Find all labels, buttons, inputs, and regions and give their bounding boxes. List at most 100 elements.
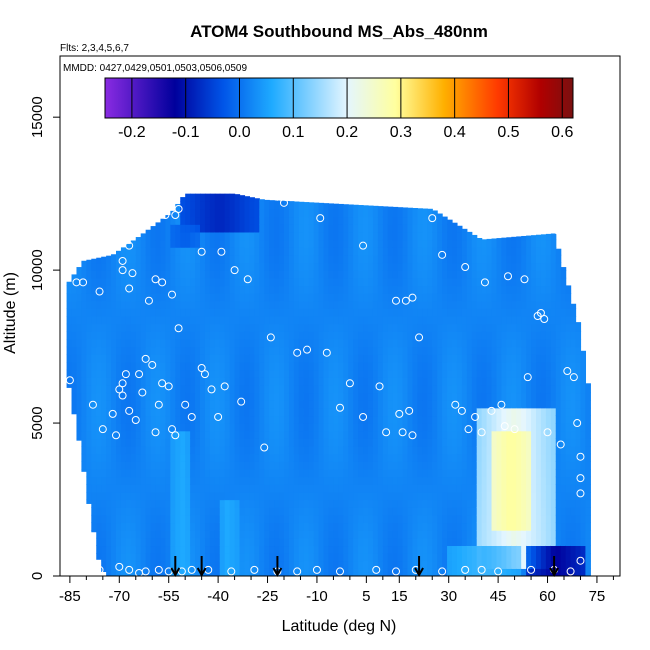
heatmap-cell bbox=[120, 545, 127, 554]
heatmap-cell bbox=[298, 270, 305, 279]
heatmap-cell bbox=[86, 446, 92, 455]
heatmap-cell bbox=[555, 537, 562, 547]
heatmap-cell bbox=[377, 560, 384, 569]
heatmap-cell bbox=[135, 499, 142, 508]
heatmap-cell bbox=[160, 476, 167, 485]
heatmap-cell bbox=[170, 484, 176, 493]
heatmap-cell bbox=[585, 407, 591, 417]
heatmap-cell bbox=[234, 194, 241, 202]
heatmap-cell bbox=[259, 537, 265, 547]
heatmap-cell bbox=[185, 254, 191, 264]
heatmap-cell bbox=[560, 293, 567, 302]
heatmap-cell bbox=[570, 522, 577, 531]
heatmap-cell bbox=[288, 231, 295, 241]
heatmap-cell bbox=[516, 384, 522, 394]
heatmap-cell bbox=[204, 277, 211, 287]
heatmap-cell bbox=[343, 430, 349, 439]
heatmap-cell bbox=[585, 530, 591, 539]
heatmap-cell bbox=[116, 254, 122, 264]
heatmap-cell bbox=[150, 231, 157, 241]
heatmap-cell bbox=[456, 361, 463, 371]
heatmap-cell bbox=[486, 323, 493, 332]
heatmap-cell bbox=[239, 530, 246, 539]
heatmap-cell bbox=[471, 361, 478, 371]
heatmap-cell bbox=[160, 560, 167, 569]
heatmap-cell bbox=[135, 484, 142, 493]
heatmap-cell bbox=[293, 461, 300, 470]
heatmap-cell bbox=[471, 293, 478, 302]
heatmap-cell bbox=[417, 323, 423, 332]
heatmap-cell bbox=[382, 553, 389, 562]
heatmap-cell bbox=[269, 545, 275, 554]
heatmap-cell bbox=[402, 491, 409, 501]
heatmap-cell bbox=[269, 377, 275, 386]
heatmap-cell bbox=[284, 453, 290, 462]
heatmap-cell bbox=[323, 484, 330, 493]
heatmap-cell bbox=[219, 415, 226, 424]
heatmap-cell bbox=[565, 430, 572, 439]
heatmap-cell bbox=[219, 216, 226, 225]
heatmap-cell bbox=[550, 277, 557, 287]
sample-point bbox=[280, 198, 288, 207]
heatmap-cell bbox=[101, 262, 107, 271]
heatmap-cell bbox=[382, 369, 389, 378]
heatmap-cell bbox=[160, 354, 167, 363]
heatmap-cell bbox=[481, 415, 488, 424]
heatmap-cell bbox=[496, 346, 503, 355]
heatmap-cell bbox=[293, 338, 300, 348]
heatmap-cell bbox=[540, 346, 547, 355]
heatmap-cell bbox=[180, 423, 186, 432]
heatmap-cell bbox=[323, 224, 330, 233]
heatmap-cell bbox=[279, 338, 285, 348]
heatmap-cell bbox=[101, 484, 107, 493]
heatmap-cell bbox=[86, 484, 92, 493]
heatmap-cell bbox=[209, 216, 216, 225]
heatmap-cell bbox=[496, 400, 503, 409]
heatmap-cell bbox=[234, 491, 241, 501]
heatmap-cell bbox=[343, 204, 349, 210]
heatmap-cell bbox=[323, 499, 330, 508]
heatmap-cell bbox=[348, 537, 354, 547]
heatmap-cell bbox=[204, 491, 211, 501]
heatmap-cell bbox=[397, 514, 404, 524]
heatmap-cell bbox=[501, 237, 507, 241]
heatmap-cell bbox=[313, 491, 320, 501]
heatmap-cell bbox=[234, 499, 241, 508]
heatmap-cell bbox=[397, 446, 404, 455]
heatmap-cell bbox=[407, 338, 414, 348]
heatmap-cell bbox=[180, 530, 186, 539]
heatmap-cell bbox=[86, 407, 92, 417]
heatmap-cell bbox=[274, 216, 280, 225]
heatmap-cell bbox=[466, 316, 473, 325]
heatmap-cell bbox=[526, 407, 532, 417]
heatmap-cell bbox=[91, 270, 97, 279]
heatmap-cell bbox=[170, 430, 176, 439]
heatmap-cell bbox=[160, 446, 167, 455]
heatmap-cell bbox=[254, 369, 260, 378]
heatmap-cell bbox=[486, 293, 493, 302]
heatmap-cell bbox=[456, 270, 463, 279]
heatmap-cell bbox=[328, 224, 335, 233]
heatmap-cell bbox=[106, 331, 112, 340]
sample-point bbox=[504, 272, 512, 281]
heatmap-cell bbox=[437, 300, 443, 309]
heatmap-cell bbox=[397, 491, 404, 501]
sample-point bbox=[487, 406, 496, 415]
heatmap-cell bbox=[397, 300, 404, 309]
heatmap-cell bbox=[259, 384, 265, 394]
heatmap-cell bbox=[402, 262, 409, 271]
heatmap-cell bbox=[540, 468, 547, 478]
heatmap-cell bbox=[397, 338, 404, 348]
heatmap-cell bbox=[269, 369, 275, 378]
heatmap-cell bbox=[377, 530, 384, 539]
heatmap-cell bbox=[511, 553, 517, 562]
heatmap-cell bbox=[298, 254, 305, 264]
heatmap-cell bbox=[229, 346, 236, 355]
heatmap-cell bbox=[91, 522, 97, 531]
heatmap-cell bbox=[461, 423, 468, 432]
heatmap-cell bbox=[358, 560, 364, 569]
heatmap-cell bbox=[244, 423, 251, 432]
heatmap-cell bbox=[249, 468, 255, 478]
heatmap-cell bbox=[372, 384, 379, 394]
heatmap-cell bbox=[412, 377, 419, 386]
